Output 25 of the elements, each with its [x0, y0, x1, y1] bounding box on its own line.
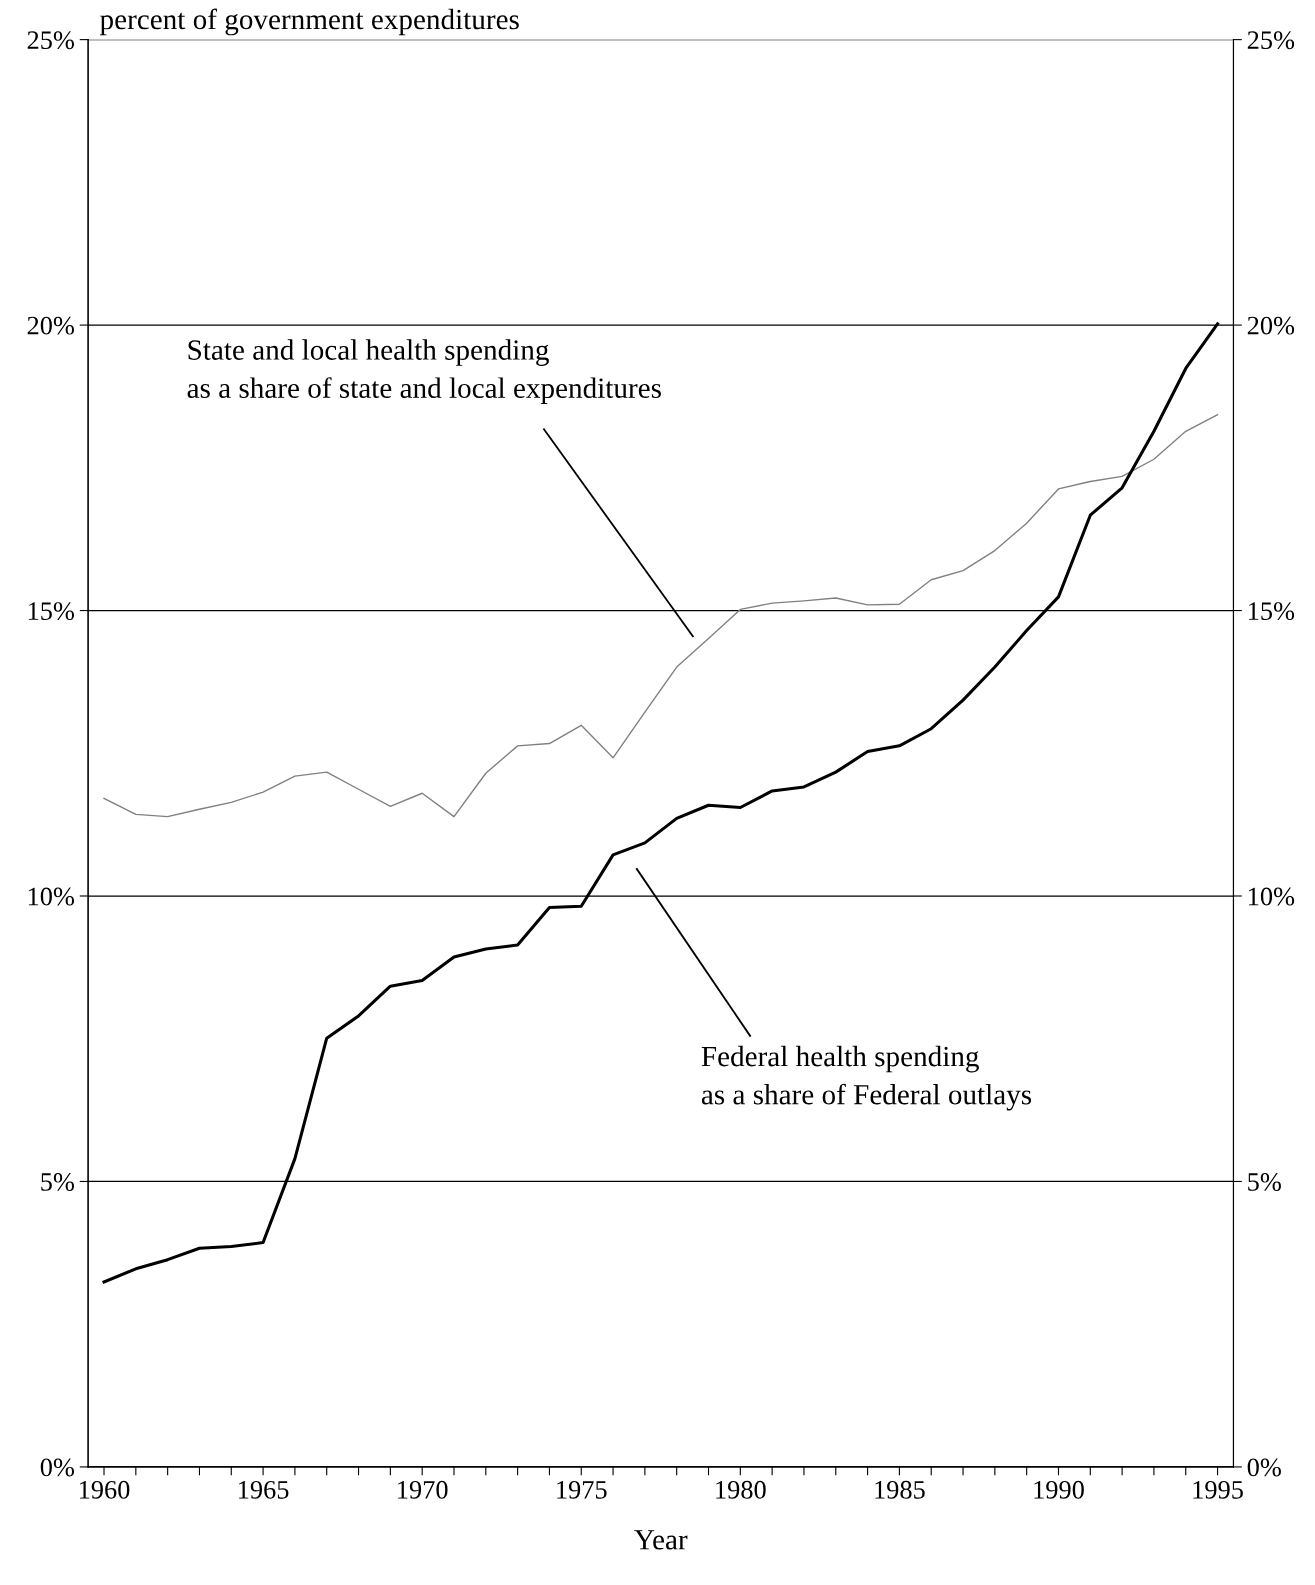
x-axis-title: Year	[634, 1530, 688, 1550]
x-tick-label: 1970	[398, 1480, 448, 1499]
y2-tick-label: 0%	[1247, 1458, 1281, 1477]
x-tick-label: 1990	[1034, 1480, 1084, 1499]
y-tick-label: 15%	[28, 602, 75, 621]
y-tick-label: 25%	[27, 31, 75, 50]
x-tick-label: 1960	[79, 1480, 130, 1499]
x-tick-label: 1985	[875, 1480, 925, 1499]
x-tick-label: 1980	[716, 1480, 766, 1499]
y-tick-label: 20%	[27, 316, 75, 335]
x-tick-label: 1995	[1193, 1480, 1243, 1499]
y-tick-label: 5%	[41, 1173, 75, 1191]
x-tick-label: 1965	[239, 1480, 289, 1499]
y2-tick-label: 10%	[1248, 887, 1295, 906]
y2-tick-label: 25%	[1247, 31, 1295, 50]
x-tick-label: 1975	[557, 1480, 607, 1499]
y-tick-label: 0%	[40, 1458, 75, 1477]
y2-tick-label: 5%	[1248, 1173, 1281, 1191]
y-axis-title: percent of government expenditures	[100, 8, 519, 36]
annotation: Federal health spending as a share of Federal outlays	[701, 1045, 1032, 1111]
y2-tick-label: 15%	[1248, 602, 1295, 621]
y-tick-label: 10%	[28, 887, 75, 906]
annotation: State and local health spending as a share of state and local expenditures	[187, 339, 661, 404]
y2-tick-label: 20%	[1247, 316, 1295, 335]
line-series	[103, 414, 1219, 818]
